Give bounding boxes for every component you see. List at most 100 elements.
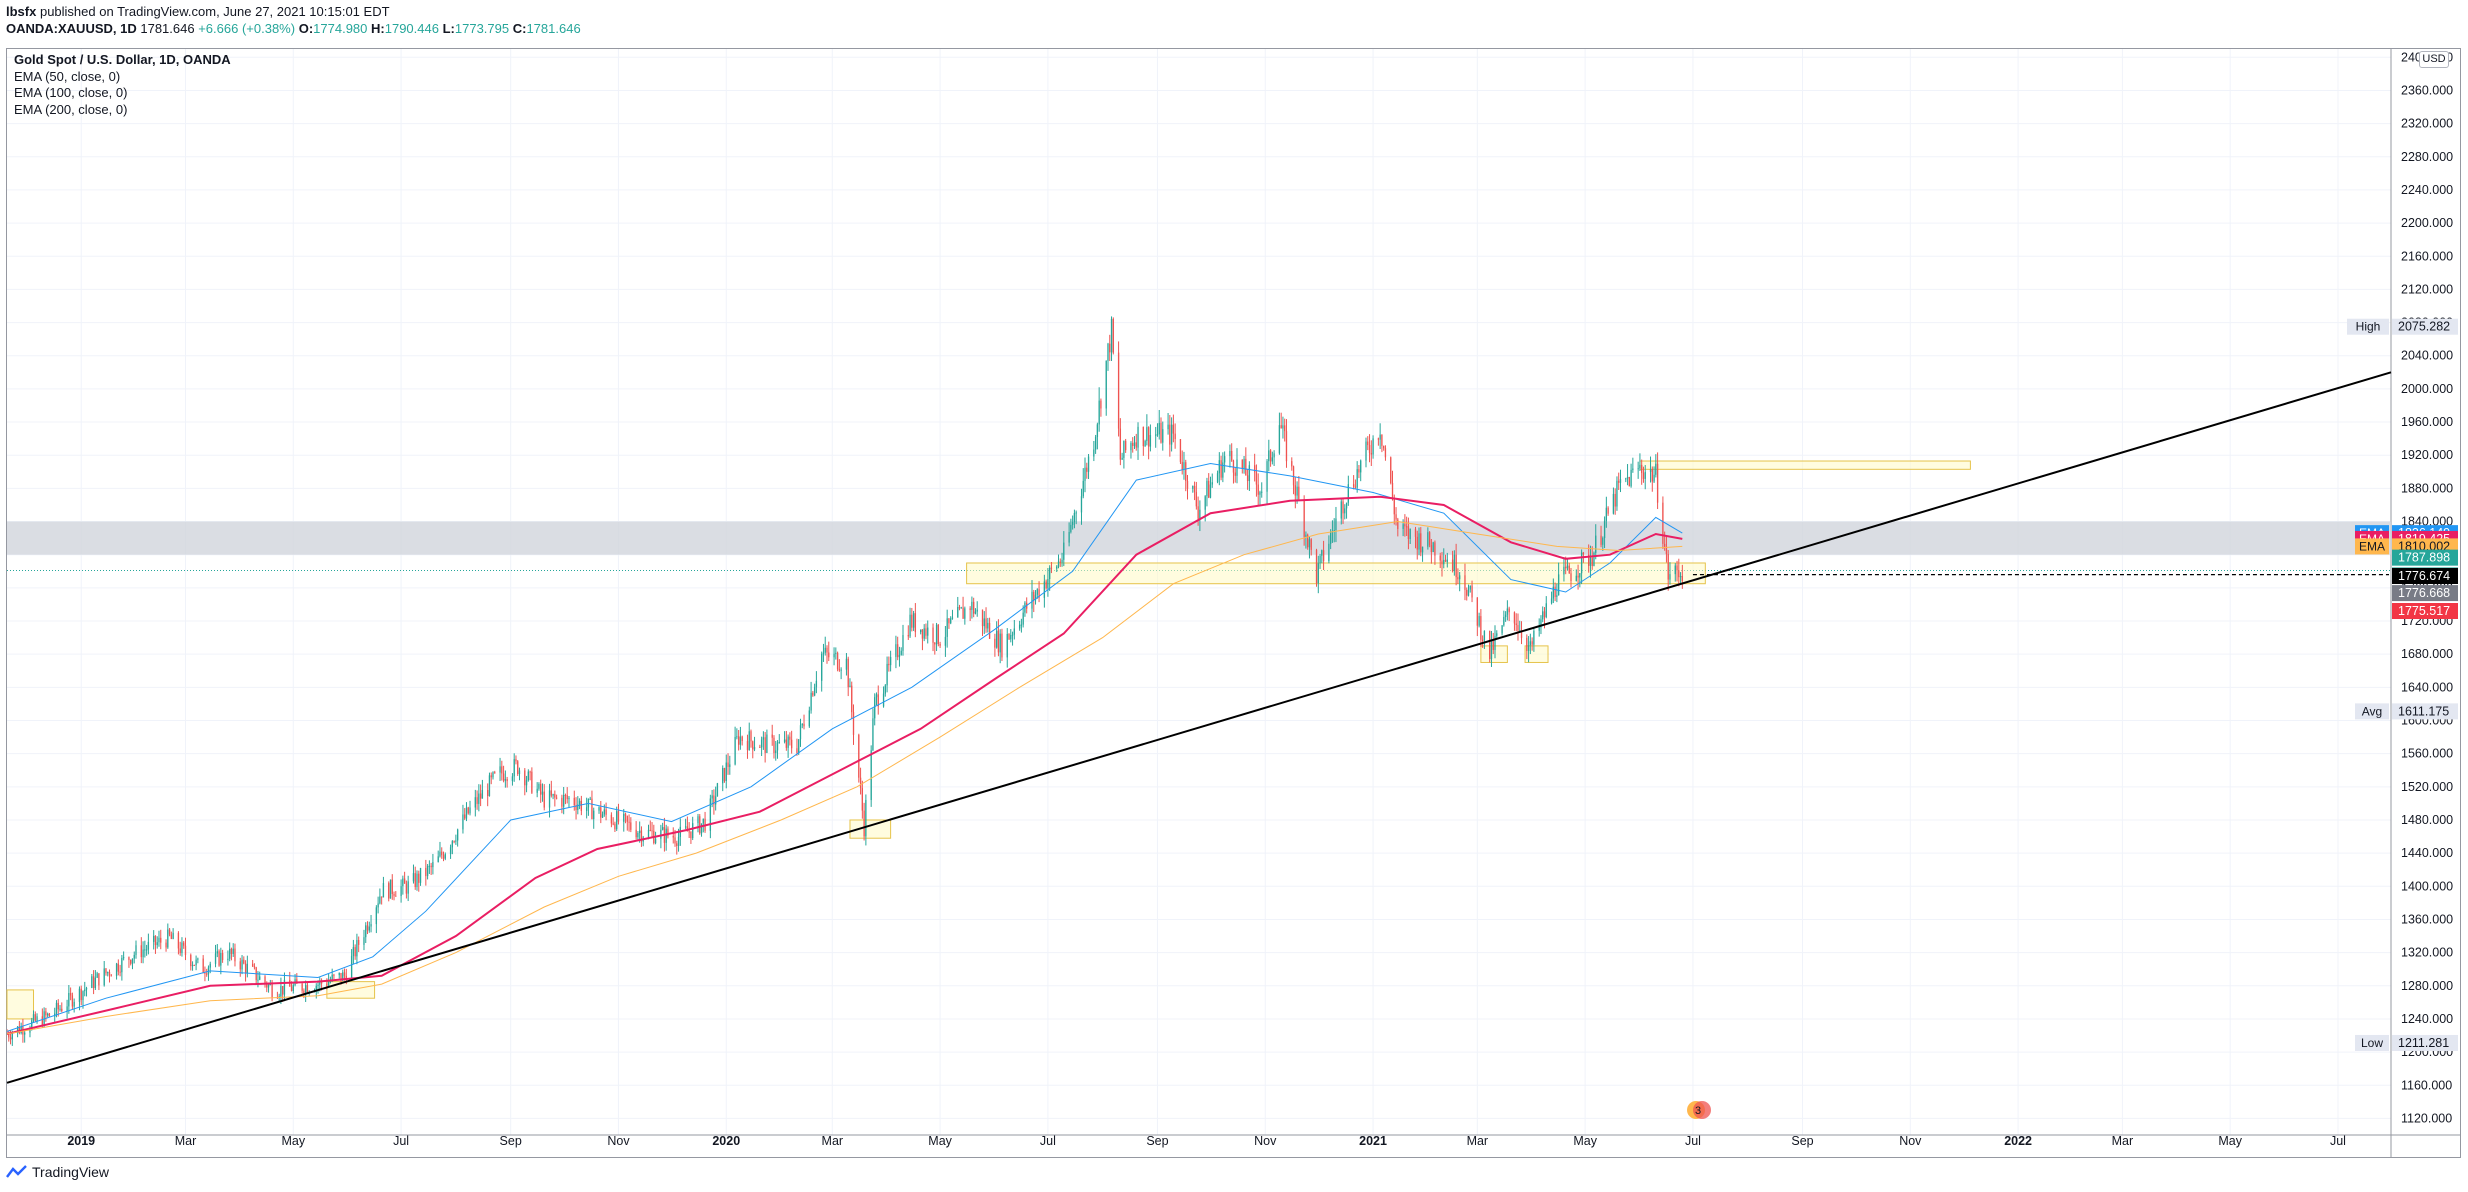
candle-body: [241, 959, 243, 970]
candle-body: [1358, 469, 1360, 473]
publisher-name[interactable]: lbsfx: [6, 4, 37, 19]
candle-body: [688, 831, 690, 833]
candle-body: [1269, 450, 1272, 462]
candle-body: [684, 826, 687, 828]
candle-body: [1183, 462, 1185, 470]
time-tick-label: 2019: [67, 1134, 95, 1148]
candle-body: [1372, 438, 1374, 455]
candles: [7, 316, 1684, 1046]
candle-body: [1503, 616, 1505, 626]
candle-body: [327, 981, 330, 986]
candle-body: [580, 800, 583, 811]
time-tick-label: May: [1573, 1134, 1597, 1148]
candle-body: [243, 959, 245, 964]
axis-price-label-bg: [2392, 318, 2458, 335]
candle-body: [872, 718, 874, 751]
candle-body: [82, 991, 84, 1001]
candle-body: [709, 798, 712, 831]
candle-body: [1513, 612, 1516, 624]
candle-body: [105, 968, 107, 974]
legend-ema200[interactable]: EMA (200, close, 0): [14, 101, 128, 117]
support-zone: [1639, 460, 1971, 470]
candle-body: [1556, 595, 1558, 597]
currency-badge[interactable]: USD: [2419, 51, 2449, 68]
candle-body: [536, 788, 538, 793]
candle-body: [170, 934, 173, 939]
candle-body: [195, 959, 197, 966]
candle-body: [451, 841, 454, 848]
candle-body: [1185, 462, 1187, 481]
candle-body: [1308, 539, 1311, 548]
candle-body: [1231, 450, 1233, 461]
candle-body: [1317, 563, 1319, 584]
candle-body: [193, 964, 195, 966]
candle-body: [1580, 552, 1583, 574]
candle-body: [517, 761, 519, 775]
candle-body: [1100, 400, 1102, 409]
candle-body: [1542, 611, 1544, 620]
candle-body: [1169, 424, 1171, 445]
candle-body: [875, 694, 878, 698]
price-tick-label: 2000.000: [2401, 382, 2453, 396]
candle-body: [563, 794, 565, 807]
price-tick-label: 2040.000: [2401, 349, 2453, 363]
axis-price-label-bg: [2392, 568, 2458, 585]
candle-body: [1616, 480, 1618, 507]
candle-body: [292, 985, 294, 991]
candle-body: [395, 895, 397, 897]
candle-body: [610, 814, 613, 824]
candle-body: [801, 723, 803, 726]
time-tick-label: Mar: [175, 1134, 197, 1148]
candle-body: [1681, 576, 1684, 582]
candle-body: [1656, 463, 1659, 503]
legend-ema50[interactable]: EMA (50, close, 0): [14, 68, 121, 84]
footer-brand[interactable]: TradingView: [6, 1164, 109, 1180]
candle-body: [1545, 603, 1547, 618]
candle-body: [317, 984, 319, 986]
candle-body: [969, 608, 971, 610]
candle-body: [354, 947, 356, 957]
candle-body: [135, 945, 137, 955]
candle-body: [1354, 486, 1357, 488]
candle-body: [206, 973, 208, 975]
axis-tag-label: Avg: [2362, 704, 2382, 718]
axis-price-label-bg: [2392, 703, 2458, 720]
candle-body: [1455, 554, 1457, 578]
candle-body: [1199, 509, 1201, 519]
candle-body: [253, 966, 256, 968]
candle-body: [1649, 468, 1652, 472]
candle-body: [280, 986, 282, 997]
candle-body: [271, 984, 273, 998]
candle-body: [1049, 567, 1051, 580]
candle-body: [393, 894, 395, 896]
candle-body: [305, 985, 307, 994]
candle-body: [1344, 508, 1346, 514]
candle-body: [234, 948, 236, 962]
candle-body: [1384, 448, 1387, 458]
candle-body: [1377, 438, 1380, 440]
axis-tag-bg: [2355, 1034, 2389, 1051]
legend-title[interactable]: Gold Spot / U.S. Dollar, 1D, OANDA: [14, 52, 231, 67]
candle-body: [1607, 507, 1609, 514]
candle-body: [948, 618, 950, 624]
candle-body: [822, 652, 825, 654]
low-value: 1773.795: [454, 21, 510, 36]
candle-body: [184, 945, 187, 955]
candle-body: [69, 993, 72, 996]
candle-body: [1416, 536, 1418, 550]
candle-body: [714, 796, 717, 805]
candle-body: [1137, 426, 1139, 448]
candle-body: [1483, 630, 1486, 641]
candle-body: [414, 873, 416, 888]
candle-body: [727, 762, 729, 767]
candle-body: [46, 1013, 49, 1016]
close-value: 1781.646: [526, 21, 581, 36]
candle-body: [36, 1016, 38, 1021]
candle-body: [907, 635, 909, 637]
candle-body: [1575, 575, 1577, 582]
candle-body: [1170, 424, 1173, 445]
candle-body: [110, 975, 112, 977]
candle-body: [368, 926, 370, 931]
legend-ema100[interactable]: EMA (100, close, 0): [14, 85, 128, 100]
